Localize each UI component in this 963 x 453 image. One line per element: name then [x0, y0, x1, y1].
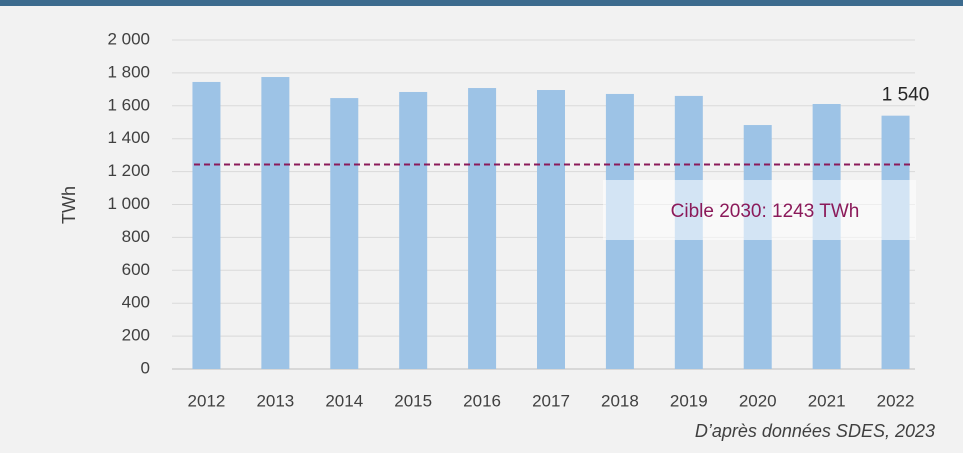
x-tick-label: 2022: [877, 391, 915, 410]
x-tick-label: 2017: [532, 391, 570, 410]
bar: [743, 125, 772, 369]
y-tick-label: 800: [122, 227, 150, 246]
target-label: Cible 2030: 1243 TWh: [671, 201, 860, 222]
x-tick-label: 2014: [325, 391, 363, 410]
bar: [261, 77, 290, 369]
y-tick-label: 1 200: [107, 161, 150, 180]
bar: [468, 88, 497, 369]
y-tick-label: 1 400: [107, 128, 150, 147]
bar: [192, 81, 221, 369]
x-tick-label: 2015: [394, 391, 432, 410]
bar: [881, 115, 910, 369]
annotation-box: [603, 180, 916, 240]
x-tick-label: 2020: [739, 391, 777, 410]
source: D’après données SDES, 2023: [695, 421, 935, 441]
bar: [537, 90, 565, 370]
y-tick-label: 200: [122, 326, 150, 345]
y-tick-label: 600: [122, 260, 150, 279]
y-axis-label: TWh: [59, 186, 79, 224]
y-tick-label: 1 000: [107, 194, 150, 213]
bar: [330, 98, 359, 370]
y-tick-label: 1 800: [107, 62, 150, 81]
top-border: [0, 0, 963, 6]
x-tick-label: 2013: [256, 391, 294, 410]
x-tick-label: 2018: [601, 391, 639, 410]
x-tick-label: 2012: [188, 391, 226, 410]
y-tick-label: 1 600: [107, 95, 150, 114]
y-tick-label: 2 000: [107, 29, 150, 48]
bar: [399, 91, 428, 370]
y-tick-label: 0: [141, 358, 150, 377]
value-label: 1 540: [882, 85, 930, 106]
y-tick-label: 400: [122, 293, 150, 312]
x-tick-label: 2019: [670, 391, 708, 410]
x-tick-label: 2016: [463, 391, 501, 410]
x-tick-label: 2021: [808, 391, 846, 410]
